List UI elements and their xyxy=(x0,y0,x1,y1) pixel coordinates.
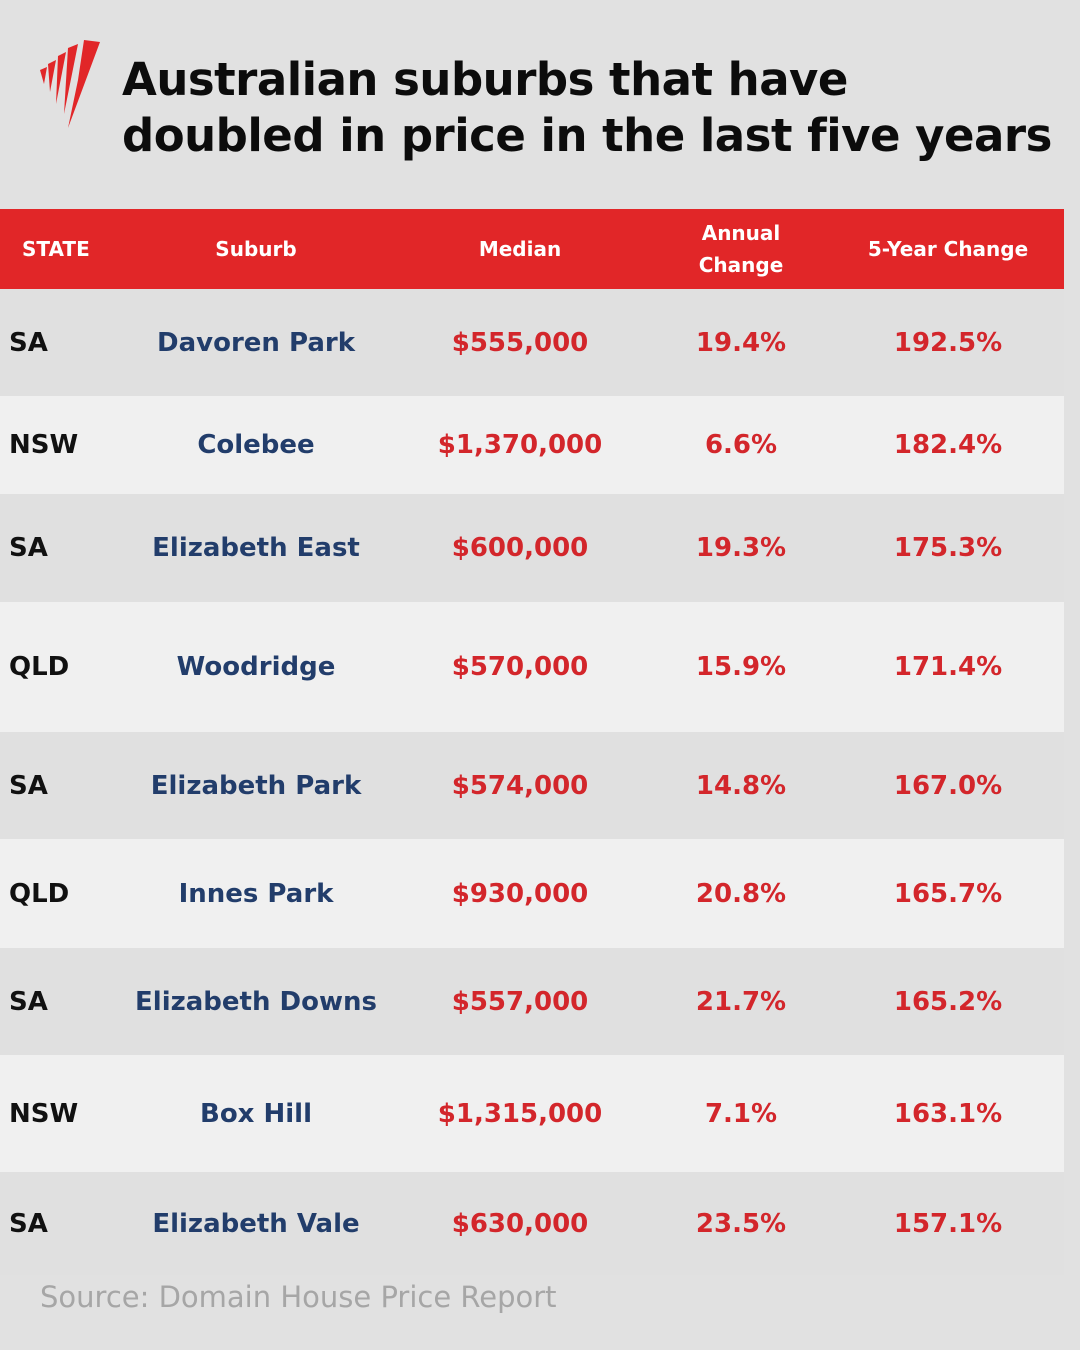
table-row: SA Elizabeth Downs $557,000 21.7% 165.2% xyxy=(0,948,1064,1055)
cell-state: QLD xyxy=(9,652,70,682)
cell-5-year-change: 165.2% xyxy=(893,986,1003,1017)
table-row: NSW Colebee $1,370,000 6.6% 182.4% xyxy=(0,396,1064,494)
cell-5-year-change: 165.7% xyxy=(893,878,1003,909)
cell-suburb: Elizabeth Vale xyxy=(152,1208,360,1239)
cell-suburb: Box Hill xyxy=(200,1098,312,1129)
cell-annual-change: 14.8% xyxy=(695,770,787,801)
cell-annual-change: 19.3% xyxy=(695,533,787,563)
cell-5-year-change: 182.4% xyxy=(893,430,1003,460)
table-row: SA Davoren Park $555,000 19.4% 192.5% xyxy=(0,289,1064,396)
header-annual-line-2: Change xyxy=(698,253,784,277)
cell-median: $574,000 xyxy=(451,770,589,801)
cell-median: $570,000 xyxy=(451,652,589,682)
header-median: Median xyxy=(478,237,562,261)
table-header: STATE Suburb Median Annual Change 5-Year … xyxy=(0,209,1064,289)
cell-median: $930,000 xyxy=(451,878,589,909)
cell-annual-change: 15.9% xyxy=(695,652,787,682)
cell-suburb: Innes Park xyxy=(178,878,334,909)
header-suburb: Suburb xyxy=(215,237,297,261)
cell-state: NSW xyxy=(9,1098,79,1129)
cell-state: SA xyxy=(9,327,48,358)
cell-state: SA xyxy=(9,986,48,1017)
cell-annual-change: 20.8% xyxy=(695,878,787,909)
cell-state: NSW xyxy=(9,430,79,460)
cell-median: $1,370,000 xyxy=(437,430,603,460)
cell-suburb: Woodridge xyxy=(176,652,336,682)
table-row: SA Elizabeth Park $574,000 14.8% 167.0% xyxy=(0,732,1064,839)
source-note: Source: Domain House Price Report xyxy=(40,1280,557,1314)
cell-annual-change: 21.7% xyxy=(695,986,787,1017)
cell-5-year-change: 175.3% xyxy=(893,533,1003,563)
cell-suburb: Colebee xyxy=(197,430,315,460)
header-5-year-change: 5-Year Change xyxy=(867,237,1029,261)
cell-state: SA xyxy=(9,1208,48,1239)
cell-median: $600,000 xyxy=(451,533,589,563)
cell-5-year-change: 171.4% xyxy=(893,652,1003,682)
cell-annual-change: 7.1% xyxy=(704,1098,778,1129)
table-row: QLD Innes Park $930,000 20.8% 165.7% xyxy=(0,839,1064,948)
data-table: STATE Suburb Median Annual Change 5-Year … xyxy=(0,209,1064,1275)
cell-suburb: Elizabeth Park xyxy=(150,770,362,801)
cell-suburb: Davoren Park xyxy=(157,327,355,358)
title-line-2: doubled in price in the last five years xyxy=(122,109,1052,162)
cell-annual-change: 19.4% xyxy=(695,327,787,358)
cell-annual-change: 23.5% xyxy=(695,1208,787,1239)
header-annual-change: Annual Change xyxy=(699,217,784,281)
cell-suburb: Elizabeth East xyxy=(152,533,360,563)
cell-state: SA xyxy=(9,770,48,801)
cell-median: $630,000 xyxy=(451,1208,589,1239)
cell-median: $555,000 xyxy=(451,327,589,358)
table-row: NSW Box Hill $1,315,000 7.1% 163.1% xyxy=(0,1055,1064,1172)
cell-5-year-change: 163.1% xyxy=(893,1098,1003,1129)
header-state: STATE xyxy=(22,237,90,261)
table-row: SA Elizabeth East $600,000 19.3% 175.3% xyxy=(0,494,1064,602)
cell-state: SA xyxy=(9,533,48,563)
page-title: Australian suburbs that have doubled in … xyxy=(122,52,1052,164)
cell-median: $1,315,000 xyxy=(437,1098,603,1129)
title-line-1: Australian suburbs that have xyxy=(122,53,848,106)
cell-annual-change: 6.6% xyxy=(704,430,778,460)
table-row: QLD Woodridge $570,000 15.9% 171.4% xyxy=(0,602,1064,732)
table-row: SA Elizabeth Vale $630,000 23.5% 157.1% xyxy=(0,1172,1064,1275)
cell-state: QLD xyxy=(9,878,70,909)
sbs-logo-icon xyxy=(40,40,100,128)
cell-5-year-change: 157.1% xyxy=(893,1208,1003,1239)
cell-median: $557,000 xyxy=(451,986,589,1017)
cell-suburb: Elizabeth Downs xyxy=(135,986,377,1017)
header-annual-line-1: Annual xyxy=(701,221,781,245)
cell-5-year-change: 192.5% xyxy=(893,327,1003,358)
cell-5-year-change: 167.0% xyxy=(893,770,1003,801)
